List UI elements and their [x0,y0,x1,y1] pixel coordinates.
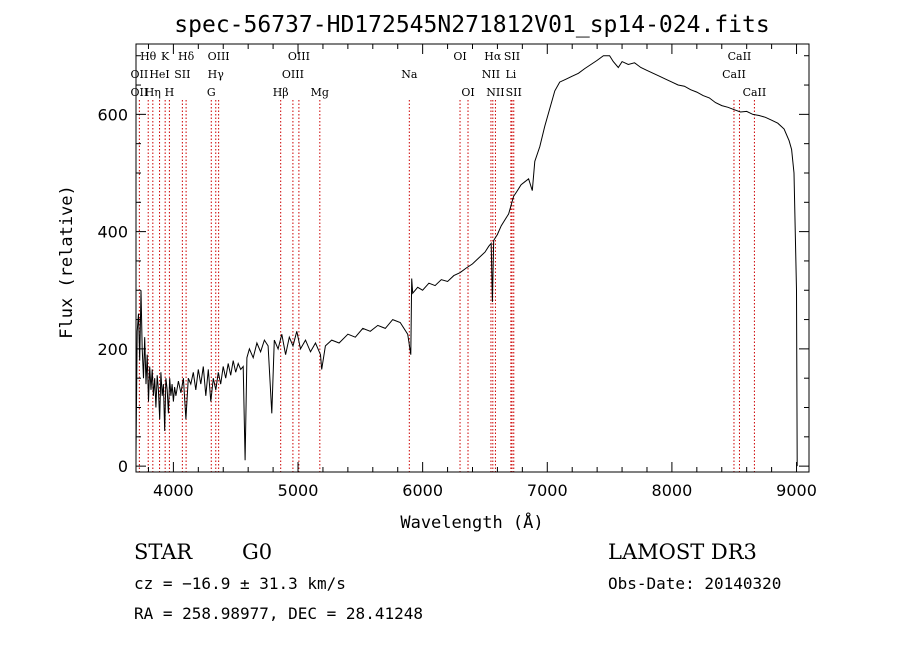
line-label: CaII [728,50,752,63]
x-axis-label: Wavelength (Å) [400,511,543,533]
plot-frame [135,43,810,473]
line-label: SII [504,50,520,63]
y-axis-label: Flux (relative) [57,185,77,339]
line-label: OII [131,86,149,99]
line-label: NII [482,68,500,81]
x-tick-label: 6000 [402,481,443,500]
observation-date: Obs-Date: 20140320 [608,574,782,593]
y-tick-label: 400 [97,223,128,242]
object-subclass: G0 [242,540,273,564]
line-label: NII [486,86,504,99]
line-label: H [165,86,175,99]
axis-ticks: 4000 5000 6000 7000 8000 9000 0 200 400 600 [97,44,817,500]
redshift-value: cz = −16.9 ± 31.3 km/s [134,574,346,593]
line-label: Hβ [273,86,289,99]
line-label: OI [453,50,466,63]
coordinates: RA = 258.98977, DEC = 28.41248 [134,604,423,623]
line-label: Hα [484,50,502,63]
line-label: Hη [145,86,161,99]
line-label: OIII [288,50,310,63]
y-tick-label: 600 [97,105,128,124]
line-label: OI [461,86,474,99]
line-label: Na [401,68,418,81]
line-label: OII [131,68,149,81]
line-label: HeI [149,68,169,81]
line-label: Hθ [140,50,157,63]
line-markers [138,100,755,472]
x-tick-label: 7000 [527,481,568,500]
object-class: STAR [134,540,193,564]
x-tick-label: 8000 [652,481,693,500]
x-tick-label: 4000 [153,481,194,500]
line-label: OIII [208,50,230,63]
line-label: Hγ [208,68,225,81]
line-labels: Hθ Hη HeI K H SII Hδ OIII Hγ G Hβ OIII OIII Mg Na OI OI H… [131,50,767,99]
line-label: Mg [311,86,329,99]
x-tick-label: 5000 [278,481,319,500]
spectrum-line [135,55,798,467]
line-label: Li [505,68,516,81]
line-label: G [207,86,216,99]
x-tick-label: 9000 [776,481,817,500]
line-label: K [161,50,170,63]
line-label: OIII [282,68,304,81]
line-label: SII [506,86,522,99]
line-label: SII [174,68,190,81]
line-label: Hδ [178,50,195,63]
y-tick-label: 0 [118,457,128,476]
line-label: CaII [743,86,767,99]
line-label: CaII [722,68,746,81]
survey-name: LAMOST DR3 [608,540,757,564]
y-tick-label: 200 [97,340,128,359]
chart-title: spec-56737-HD172545N271812V01_sp14-024.f… [174,12,769,38]
